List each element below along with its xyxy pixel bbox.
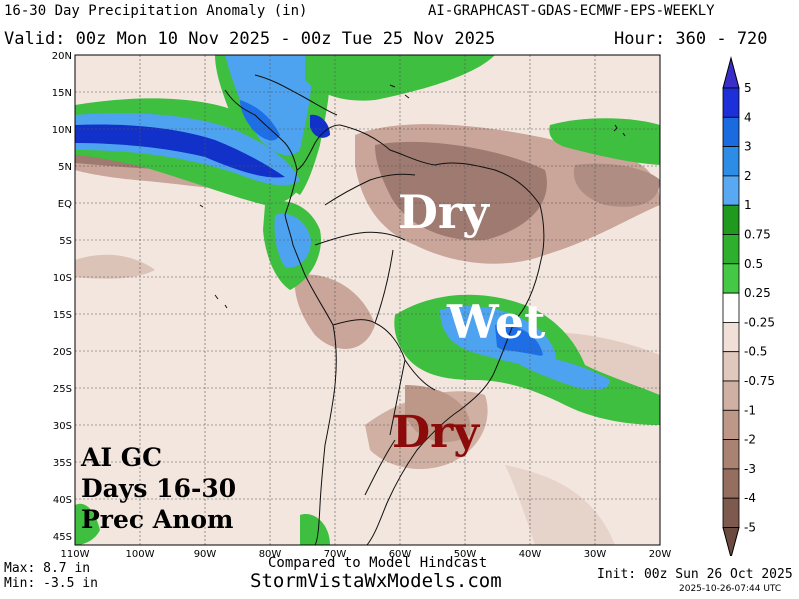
colorbar-segment (722, 292, 740, 323)
colorbar-label: 2 (744, 169, 752, 183)
colorbar-segment (722, 321, 740, 353)
colorbar-label: -2 (744, 433, 756, 447)
lat-label: 5S (59, 236, 72, 247)
lat-label: 15S (53, 310, 72, 321)
annotation-wet: Wet (447, 295, 546, 349)
lat-label: 40S (53, 495, 72, 506)
colorbar-segment (722, 468, 740, 499)
colorbar-label: -3 (744, 462, 756, 476)
max-value: Max: 8.7 in (4, 561, 91, 576)
inset-line-1: AI GC (81, 443, 163, 472)
lat-label: 45S (53, 532, 72, 543)
lat-label: 10N (52, 125, 72, 136)
colorbar-label: -4 (744, 491, 756, 505)
map-title: 16-30 Day Precipitation Anomaly (in) (4, 3, 308, 19)
colorbar-label: -0.75 (744, 374, 775, 388)
annotation-dry-north: Dry (398, 185, 489, 239)
colorbar-segment (722, 351, 740, 382)
colorbar-segment (722, 439, 740, 470)
colorbar-segment (722, 204, 740, 235)
init-time: Init: 00z Sun 26 Oct 2025 (597, 567, 793, 582)
lon-label: 20W (649, 549, 672, 560)
colorbar-segment (722, 116, 740, 147)
lat-label: 20S (53, 347, 72, 358)
colorbar-label: -5 (744, 521, 756, 535)
lat-label: 10S (53, 273, 72, 284)
annotation-dry-south: Dry (392, 407, 479, 458)
colorbar-segment (722, 234, 740, 265)
colorbar-label: 5 (744, 81, 752, 95)
colorbar-segment (722, 175, 740, 206)
colorbar-label: 4 (744, 110, 752, 124)
inset-line-3: Prec Anom (81, 505, 234, 534)
hindcast-note: Compared to Model Hindcast (268, 555, 488, 571)
colorbar-segment (722, 497, 740, 528)
colorbar-label: 0.25 (744, 286, 771, 300)
colorbar-segment (722, 263, 740, 294)
colorbar-segment (722, 146, 740, 177)
colorbar-label: -0.5 (744, 345, 767, 359)
inset-line-2: Days 16-30 (81, 474, 237, 503)
lon-label: 40W (519, 549, 542, 560)
colorbar-segment (722, 380, 740, 411)
lon-label: 110W (61, 549, 90, 560)
lon-label: 90W (194, 549, 217, 560)
lat-label: 35S (53, 458, 72, 469)
lat-label: 30S (53, 421, 72, 432)
colorbar-max-arrow (722, 56, 740, 89)
colorbar-label: 0.75 (744, 228, 771, 242)
colorbar-label: 1 (744, 198, 752, 212)
colorbar-segment (722, 87, 740, 118)
min-value: Min: -3.5 in (4, 576, 98, 591)
colorbar: 5 4 3 2 1 0.75 0.5 0.25 -0.25 -0.5 -0.75 -1 -2 -3 -4 -5 (722, 56, 775, 556)
lat-label: 25S (53, 384, 72, 395)
forecast-hour-range: Hour: 360 - 720 (614, 29, 768, 49)
site-name: StormVistaWxModels.com (250, 570, 502, 592)
colorbar-min-arrow (722, 527, 740, 556)
inset-label: AI GC Days 16-30 Prec Anom (81, 442, 236, 535)
lat-label: 15N (52, 88, 72, 99)
lat-label: 20N (52, 51, 72, 62)
lon-label: 30W (584, 549, 607, 560)
colorbar-segment (722, 409, 740, 440)
colorbar-label: 0.5 (744, 257, 763, 271)
lon-label: 100W (126, 549, 155, 560)
colorbar-label: 3 (744, 140, 752, 154)
precipitation-anomaly-map: Dry Wet Dry AI GC Days 16-30 Prec Anom (75, 55, 660, 546)
model-name: AI-GRAPHCAST-GDAS-ECMWF-EPS-WEEKLY (428, 3, 715, 19)
generated-timestamp: 2025-10-26-07:44 UTC (679, 584, 782, 594)
colorbar-label: -1 (744, 403, 756, 417)
lat-label: 5N (58, 162, 72, 173)
colorbar-label: -0.25 (744, 315, 775, 329)
valid-period: Valid: 00z Mon 10 Nov 2025 - 00z Tue 25 … (4, 29, 496, 49)
lat-label: EQ (58, 199, 72, 210)
